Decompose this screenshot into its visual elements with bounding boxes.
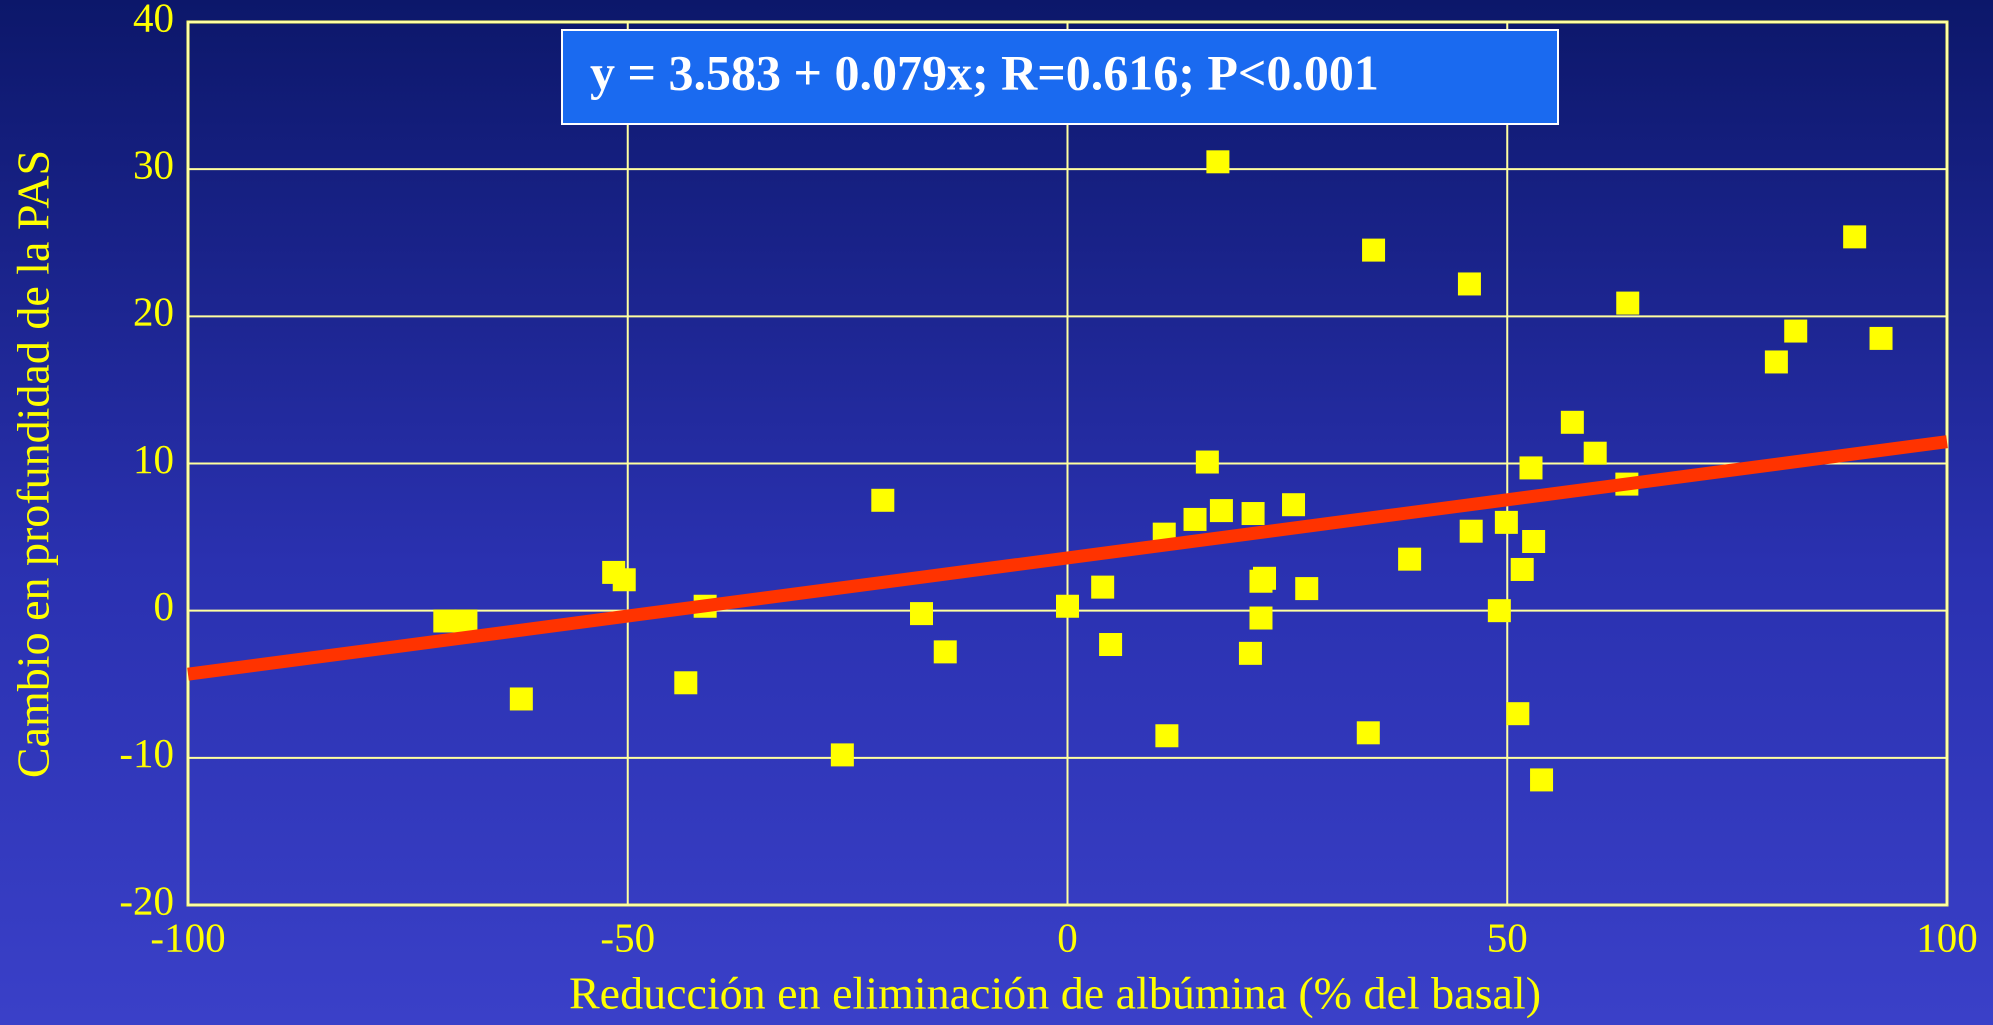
point xyxy=(433,609,457,633)
point xyxy=(871,488,895,512)
point xyxy=(1764,350,1788,374)
point xyxy=(1206,150,1230,174)
y-axis-title: Cambio en profundidad de la PAS xyxy=(8,150,59,778)
point xyxy=(612,568,636,592)
point xyxy=(1487,599,1511,623)
point xyxy=(1056,594,1079,618)
point xyxy=(1519,456,1543,480)
point xyxy=(1195,450,1219,474)
point xyxy=(1457,272,1481,296)
point xyxy=(1530,768,1554,792)
point xyxy=(1253,566,1277,590)
point xyxy=(1183,507,1207,531)
point xyxy=(1295,577,1319,601)
x-tick-label: 50 xyxy=(1487,914,1528,960)
point xyxy=(1843,225,1867,249)
point xyxy=(1510,557,1534,581)
annotation: y = 3.583 + 0.079x; R=0.616; P<0.001 xyxy=(590,44,1379,100)
y-tick-label: -20 xyxy=(119,877,174,923)
point xyxy=(830,743,854,767)
point xyxy=(1784,319,1808,343)
y-tick-label: 30 xyxy=(133,142,174,188)
point xyxy=(1155,724,1179,748)
point xyxy=(1356,721,1380,745)
point xyxy=(509,687,533,711)
point xyxy=(910,602,934,626)
annotation-box xyxy=(561,29,1559,125)
point xyxy=(1241,502,1265,526)
point xyxy=(1282,493,1306,517)
y-tick-label: 40 xyxy=(133,0,174,40)
point xyxy=(1099,633,1123,657)
point xyxy=(1209,499,1233,523)
point xyxy=(1398,547,1422,571)
point xyxy=(1522,529,1546,553)
y-tick-label: 0 xyxy=(154,583,175,629)
point xyxy=(1583,441,1607,465)
point xyxy=(1869,326,1893,350)
x-tick-label: -100 xyxy=(150,914,225,960)
point xyxy=(1506,702,1530,726)
point xyxy=(933,640,957,664)
point xyxy=(1238,641,1262,665)
point xyxy=(1249,606,1273,630)
trend-line xyxy=(187,435,1948,681)
x-tick-label: -50 xyxy=(600,914,655,960)
point xyxy=(1091,575,1115,599)
y-tick-label: 20 xyxy=(133,289,174,335)
point xyxy=(1560,410,1584,434)
y-tick-label: -10 xyxy=(119,730,174,776)
x-tick-label: 0 xyxy=(1057,914,1078,960)
y-tick-label: 10 xyxy=(133,436,174,482)
point xyxy=(1616,291,1640,315)
point xyxy=(1362,238,1386,262)
point xyxy=(454,609,478,633)
point xyxy=(674,671,698,695)
x-tick-label: 100 xyxy=(1916,914,1978,960)
x-axis-title: Reducción en eliminación de albúmina (% … xyxy=(569,968,1541,1019)
point xyxy=(1459,519,1483,543)
point xyxy=(1494,510,1518,534)
